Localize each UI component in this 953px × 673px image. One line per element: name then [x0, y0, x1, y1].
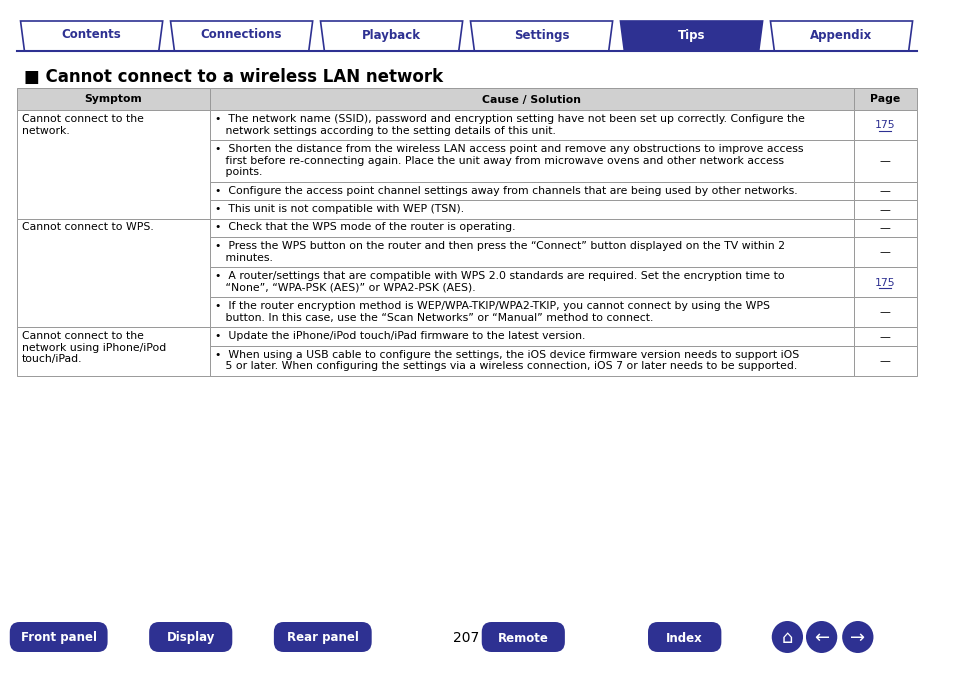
Text: •  If the router encryption method is WEP/WPA-TKIP/WPA2-TKIP, you cannot connect: • If the router encryption method is WEP… [214, 301, 769, 322]
Text: Cannot connect to the
network.: Cannot connect to the network. [22, 114, 143, 135]
Bar [16, 219, 210, 327]
Text: —: — [879, 205, 889, 215]
Text: —: — [879, 248, 889, 258]
Bar [853, 237, 916, 267]
Text: Contents: Contents [62, 28, 121, 42]
FancyBboxPatch shape [10, 622, 108, 652]
Text: 175: 175 [874, 277, 894, 287]
Bar [853, 140, 916, 182]
Text: •  Configure the access point channel settings away from channels that are being: • Configure the access point channel set… [214, 186, 797, 195]
Text: Playback: Playback [362, 28, 420, 42]
Bar [853, 327, 916, 345]
Text: Cannot connect to the
network using iPhone/iPod
touch/iPad.: Cannot connect to the network using iPho… [22, 331, 166, 364]
Bar [210, 200, 853, 219]
Bar [210, 267, 853, 297]
Bar [210, 182, 853, 200]
Bar [210, 219, 853, 237]
FancyBboxPatch shape [149, 622, 233, 652]
Bar [853, 182, 916, 200]
Text: •  The network name (SSID), password and encryption setting have not been set up: • The network name (SSID), password and … [214, 114, 804, 135]
Text: •  This unit is not compatible with WEP (TSN).: • This unit is not compatible with WEP (… [214, 204, 463, 214]
Bar [16, 88, 210, 110]
Text: —: — [879, 332, 889, 342]
Polygon shape [171, 21, 313, 51]
Text: →: → [849, 629, 864, 647]
Text: ■ Cannot connect to a wireless LAN network: ■ Cannot connect to a wireless LAN netwo… [25, 68, 443, 86]
Text: ⌂: ⌂ [781, 629, 792, 647]
Bar [853, 200, 916, 219]
Text: •  Check that the WPS mode of the router is operating.: • Check that the WPS mode of the router … [214, 223, 515, 232]
Bar [853, 110, 916, 140]
Bar [210, 140, 853, 182]
Text: 175: 175 [874, 120, 894, 131]
Text: —: — [879, 223, 889, 234]
Bar [853, 297, 916, 327]
Circle shape [771, 621, 802, 653]
Bar [210, 345, 853, 376]
Circle shape [805, 621, 837, 653]
Text: Front panel: Front panel [21, 631, 96, 645]
Text: —: — [879, 308, 889, 318]
Bar [210, 297, 853, 327]
Text: •  Shorten the distance from the wireless LAN access point and remove any obstru: • Shorten the distance from the wireless… [214, 144, 802, 177]
Circle shape [841, 621, 873, 653]
Bar [853, 345, 916, 376]
Text: Remote: Remote [497, 631, 548, 645]
Text: Appendix: Appendix [809, 28, 872, 42]
Text: Settings: Settings [514, 28, 569, 42]
Text: Cannot connect to WPS.: Cannot connect to WPS. [22, 223, 153, 232]
Text: Page: Page [869, 94, 900, 104]
Bar [210, 237, 853, 267]
Polygon shape [619, 21, 761, 51]
FancyBboxPatch shape [481, 622, 564, 652]
FancyBboxPatch shape [647, 622, 720, 652]
Polygon shape [470, 21, 612, 51]
Text: •  Update the iPhone/iPod touch/iPad firmware to the latest version.: • Update the iPhone/iPod touch/iPad firm… [214, 331, 585, 341]
Text: —: — [879, 186, 889, 197]
Text: Tips: Tips [677, 28, 704, 42]
Bar [853, 219, 916, 237]
Text: Connections: Connections [201, 28, 282, 42]
Text: —: — [879, 356, 889, 366]
Text: Rear panel: Rear panel [287, 631, 358, 645]
Polygon shape [21, 21, 163, 51]
Text: ←: ← [813, 629, 828, 647]
Text: •  When using a USB cable to configure the settings, the iOS device firmware ver: • When using a USB cable to configure th… [214, 349, 799, 371]
Text: 207: 207 [453, 631, 479, 645]
Polygon shape [770, 21, 912, 51]
Text: Cause / Solution: Cause / Solution [482, 94, 580, 104]
Text: —: — [879, 156, 889, 166]
Bar [210, 88, 853, 110]
Text: Display: Display [167, 631, 214, 645]
Text: Symptom: Symptom [85, 94, 142, 104]
Bar [853, 88, 916, 110]
Polygon shape [320, 21, 462, 51]
Bar [210, 110, 853, 140]
Text: •  Press the WPS button on the router and then press the “Connect” button displa: • Press the WPS button on the router and… [214, 241, 784, 262]
Text: Index: Index [665, 631, 702, 645]
Bar [853, 267, 916, 297]
Bar [16, 327, 210, 376]
Bar [16, 110, 210, 219]
Text: •  A router/settings that are compatible with WPS 2.0 standards are required. Se: • A router/settings that are compatible … [214, 271, 783, 293]
Bar [210, 327, 853, 345]
FancyBboxPatch shape [274, 622, 372, 652]
